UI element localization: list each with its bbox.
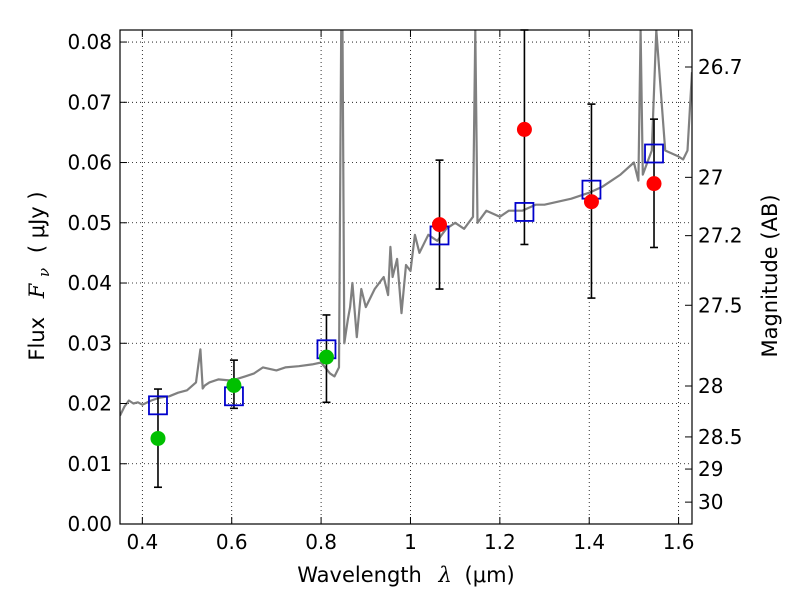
observed-point-1-2 (583, 194, 599, 210)
x-axis-unit: (μm) (465, 563, 515, 587)
mag-tick-label-0: 26.7 (698, 55, 743, 79)
y2-axis-title: Magnitude (AB) (758, 194, 782, 357)
model-band-square-0 (148, 395, 168, 416)
observed-point-0-1 (226, 377, 242, 393)
y-tick-label-1: 0.01 (67, 452, 112, 476)
grid-lines (120, 30, 692, 525)
y-tick-label-5: 0.05 (67, 211, 112, 235)
model-band-square-4 (514, 202, 535, 222)
observed-point-1-0 (432, 217, 448, 233)
data-markers (148, 29, 664, 489)
y-tick-label-2: 0.02 (67, 392, 112, 416)
mag-tick-label-2: 27.2 (698, 224, 743, 248)
observed-point-1-3 (646, 176, 662, 192)
mag-tick-label-4: 28 (698, 374, 723, 398)
x-axis-title: Wavelength λ (μm) (297, 563, 514, 587)
mag-tick-label-1: 27 (698, 165, 723, 189)
mag-tick-label-3: 27.5 (698, 293, 743, 317)
model-spectrum-line (120, 30, 692, 417)
y-tick-label-8: 0.08 (67, 30, 112, 54)
x-tick-label-1: 0.6 (216, 530, 248, 554)
y-axis-symbol-sub: ν (35, 268, 53, 277)
y-axis-unit: ( μJy ) (25, 191, 49, 253)
mag-tick-label-5: 28.5 (698, 425, 743, 449)
y-axis-symbol: F (25, 282, 49, 299)
x-tick-label-2: 0.8 (305, 530, 337, 554)
model-band-square-6 (644, 143, 664, 164)
mag-tick-label-6: 29 (698, 457, 723, 481)
model-spectrum (120, 30, 692, 417)
plot-frame (119, 29, 693, 525)
y-tick-label-4: 0.04 (67, 271, 112, 295)
observed-point-1-1 (516, 121, 532, 137)
y-tick-label-3: 0.03 (67, 331, 112, 355)
mag-tick-label-7: 30 (698, 490, 723, 514)
observed-point-0-0 (150, 430, 166, 446)
x-tick-label-3: 1 (404, 530, 417, 554)
x-axis-label: Wavelength (297, 563, 422, 587)
observed-point-0-2 (318, 349, 334, 365)
y-tick-label-6: 0.06 (67, 151, 112, 175)
x-tick-label-0: 0.4 (126, 530, 158, 554)
y-axis-label: Flux (25, 317, 49, 361)
axis-ticks: 0.4 0.6 0.8 1 1.2 1.4 1.6 0.00 0.01 0.02 0.03 0.04 0… (67, 30, 743, 554)
x-axis-symbol: λ (438, 563, 452, 587)
y-tick-label-7: 0.07 (67, 90, 112, 114)
x-tick-label-6: 1.6 (663, 530, 695, 554)
x-tick-label-4: 1.2 (484, 530, 516, 554)
x-tick-label-5: 1.4 (573, 530, 605, 554)
y-tick-label-0: 0.00 (67, 512, 112, 536)
y-axis-title: Flux F ν ( μJy ) (25, 191, 54, 360)
